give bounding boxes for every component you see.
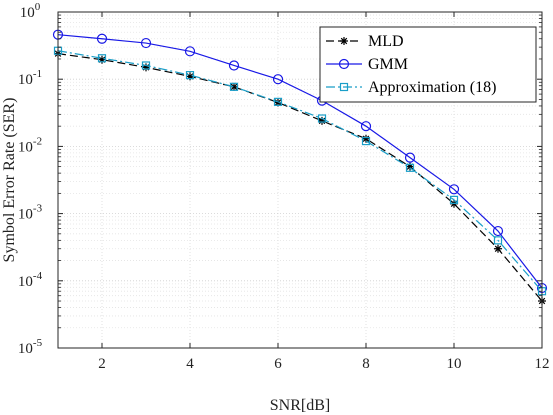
y-axis-label: Symbol Error Rate (SER) [1,98,18,263]
legend: MLD GMM Approximation (18) [319,26,537,103]
x-tick-label: 10 [447,356,462,372]
legend-marker [338,58,350,70]
data-point [404,152,416,163]
data-point [448,184,460,195]
legend-label: MLD [368,33,404,50]
x-tick-label: 8 [362,356,370,372]
legend-item: Approximation (18) [326,79,496,96]
legend-marker [339,82,349,92]
series-line [57,34,543,289]
x-tick-label: 12 [535,356,550,372]
data-point [492,225,504,237]
legend-item: MLD [326,33,404,50]
data-point [96,33,108,44]
series-1 [52,29,548,294]
data-point [97,54,107,63]
legend-marker [340,37,348,45]
data-point [230,82,238,91]
y-tick-label: 10-1 [18,68,42,88]
data-point [494,244,502,253]
data-point [185,71,195,80]
series-layer [52,29,548,306]
data-point [362,134,370,143]
data-point [318,116,326,125]
data-point [186,72,194,81]
data-point [272,74,284,85]
data-point [141,61,151,70]
data-point [98,55,106,64]
legend-label: GMM [368,56,408,73]
grid-lines [58,12,542,348]
plot-frame [57,11,543,349]
data-point [360,121,372,132]
x-tick-label: 6 [274,356,282,372]
y-axis-ticks: 10-5 10-4 10-3 10-2 10-1 100 [18,1,542,357]
x-tick-label: 4 [186,356,194,372]
data-point [228,60,240,71]
legend-label: Approximation (18) [368,79,496,96]
x-axis-ticks: 2 4 6 8 10 12 [98,12,550,372]
data-point [184,46,196,57]
data-point [317,114,327,123]
data-point [406,162,414,171]
x-tick-label: 2 [98,356,106,372]
y-tick-label: 10-3 [18,203,43,223]
data-point [229,82,239,91]
series-2 [53,46,547,296]
y-tick-label: 10-4 [18,270,43,290]
data-point [361,136,371,146]
data-point [142,63,150,72]
series-line [57,50,543,292]
y-tick-label: 10-5 [18,337,43,357]
legend-item: GMM [326,56,408,73]
data-point [405,163,415,172]
data-point [449,195,459,204]
data-point [273,97,283,106]
y-tick-label: 10-2 [18,135,42,155]
data-point [140,37,152,49]
x-axis-label: SNR[dB] [270,397,330,414]
data-point [493,236,503,245]
y-tick-label: 100 [20,1,41,21]
